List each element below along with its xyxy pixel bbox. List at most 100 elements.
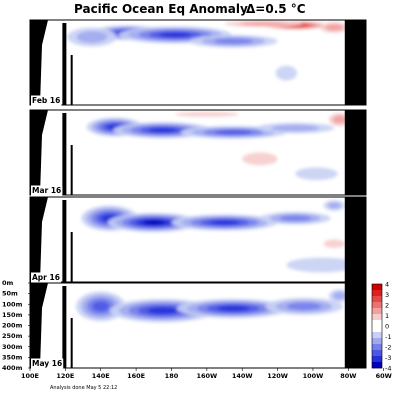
title-text: Pacific Ocean Eq Anomaly [74, 2, 248, 16]
y-tick-label: 100m [2, 300, 23, 308]
x-tick-label: 180 [165, 372, 179, 380]
x-tick-label: 60W [376, 372, 392, 380]
anomaly-contour [92, 301, 110, 312]
land-strip [62, 113, 67, 195]
land-west [30, 283, 48, 368]
land-strip [62, 23, 67, 105]
colorbar-segment [372, 314, 382, 321]
colorbar-segment [372, 302, 382, 309]
colorbar-label: -3 [385, 354, 391, 362]
anomaly-contour [142, 220, 165, 225]
anomaly-contour [239, 21, 288, 26]
land-mask [30, 283, 366, 368]
anomaly-contour [279, 215, 311, 222]
x-tick-label: 100W [303, 372, 324, 380]
panel-1: Feb 16 [29, 19, 367, 106]
land-mask [30, 20, 366, 105]
anomaly-contour [217, 305, 250, 312]
land-strip [70, 318, 73, 368]
colorbar-segment [372, 296, 382, 303]
land-west [30, 110, 48, 195]
colorbar-label: 0 [385, 323, 389, 331]
analysis-footnote: Analysis done May 5 22:12 [50, 385, 118, 391]
anomaly-contour [271, 124, 320, 132]
land-strip [70, 55, 73, 105]
land-mask [30, 110, 366, 195]
panel-background [30, 110, 366, 195]
panel-date-label: May 16 [32, 359, 62, 368]
land-mask [30, 197, 366, 282]
colorbar-label: 1 [385, 312, 389, 320]
colorbar-label: -2 [385, 344, 391, 352]
panel-frame [29, 196, 367, 283]
colorbar-segment [372, 338, 382, 345]
x-tick-label: 160E [127, 372, 145, 380]
colorbar-label: -1 [385, 333, 391, 341]
anomaly-contour [295, 167, 338, 181]
colorbar-frame [371, 283, 383, 369]
land-west [30, 197, 48, 282]
land-strip [62, 200, 67, 282]
land-east [344, 20, 366, 105]
y-tick-label: 150m [2, 311, 23, 319]
anomaly-contour [76, 31, 108, 43]
land-strip [70, 145, 73, 195]
anomaly-contour [213, 38, 254, 45]
panel-3: Apr 16 [29, 196, 367, 283]
anomaly-contour [214, 130, 252, 135]
colorbar-segment [372, 326, 382, 333]
y-tick-label: 200m [2, 322, 23, 330]
x-tick-label: 100E [21, 372, 39, 380]
x-tick-label: 140E [92, 372, 110, 380]
colorbar-label: 4 [385, 281, 389, 289]
panel-4: May 16 [29, 282, 367, 369]
land-strip [62, 286, 67, 368]
panel-date-label: Mar 16 [32, 186, 61, 195]
panel-date-label: Feb 16 [32, 96, 60, 105]
land-strip [70, 232, 73, 282]
anomaly-contour [327, 202, 341, 209]
anomaly-contour [286, 257, 358, 273]
colorbar-segment [372, 344, 382, 351]
colorbar-segment [372, 362, 382, 369]
anomaly-contour [332, 115, 347, 124]
panel-frame [29, 19, 367, 106]
colorbar-label: 2 [385, 302, 389, 310]
colorbar-label: 3 [385, 291, 389, 299]
chart-title: Pacific Ocean Eq Anomaly Δ=0.5 °C [0, 2, 400, 18]
y-tick-label: 400m [2, 364, 23, 372]
anomaly-contour [242, 152, 278, 166]
anomaly-contour [325, 24, 343, 31]
panel-2: Mar 16 [29, 109, 367, 196]
colorbar-segment [372, 350, 382, 357]
y-tick-label: 250m [2, 332, 23, 340]
y-tick-label: 350m [2, 353, 23, 361]
panel-background [30, 283, 366, 368]
land-east [344, 283, 366, 368]
panel-frame [29, 109, 367, 196]
anomaly-contour [209, 220, 240, 225]
anomaly-contour [275, 65, 298, 81]
land-east [344, 110, 366, 195]
colorbar-segment [372, 320, 382, 327]
y-tick-label: 300m [2, 343, 23, 351]
colorbar-label: -4 [385, 365, 391, 373]
anomaly-contour [158, 32, 192, 38]
colorbar-segment [372, 356, 382, 363]
anomaly-contour [332, 291, 347, 300]
colorbar-segment [372, 290, 382, 297]
land-east [344, 197, 366, 282]
anomaly-contour [148, 127, 177, 133]
x-tick-label: 120E [56, 372, 74, 380]
land-west [30, 20, 48, 105]
panel-date-label: Apr 16 [32, 273, 60, 282]
x-tick-label: 160W [196, 372, 217, 380]
colorbar-segment [372, 284, 382, 291]
y-tick-label: 50m [2, 290, 18, 298]
x-tick-label: 140W [232, 372, 253, 380]
anomaly-contour [175, 111, 239, 117]
colorbar-segment [372, 332, 382, 339]
anomaly-contour [147, 307, 178, 314]
contour-interval-label: Δ=0.5 °C [246, 2, 306, 16]
